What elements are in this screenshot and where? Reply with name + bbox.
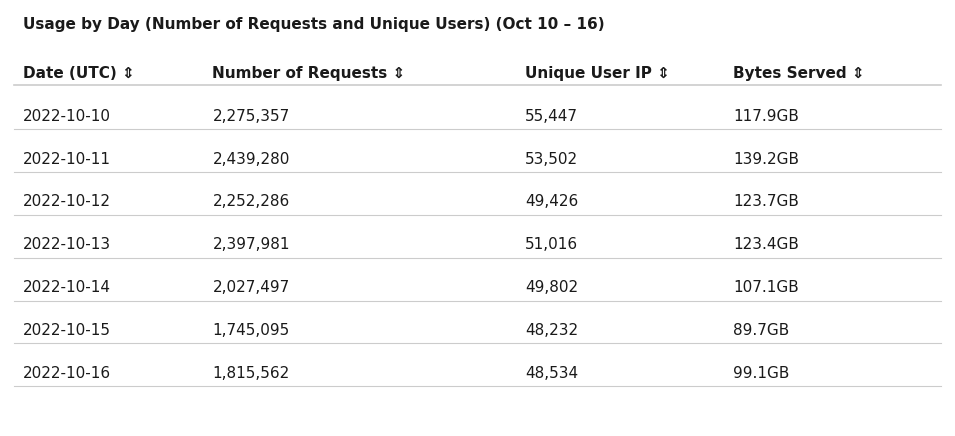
Text: 89.7GB: 89.7GB <box>733 323 790 338</box>
Text: 49,802: 49,802 <box>525 280 578 295</box>
Text: 2022-10-15: 2022-10-15 <box>23 323 111 338</box>
Text: 139.2GB: 139.2GB <box>733 152 799 167</box>
Text: 48,232: 48,232 <box>525 323 578 338</box>
Text: 2022-10-10: 2022-10-10 <box>23 109 111 124</box>
Text: 1,815,562: 1,815,562 <box>212 365 289 381</box>
Text: Number of Requests ⇕: Number of Requests ⇕ <box>212 66 406 81</box>
Text: Bytes Served ⇕: Bytes Served ⇕ <box>733 66 864 81</box>
Text: 2,027,497: 2,027,497 <box>212 280 289 295</box>
Text: 51,016: 51,016 <box>525 237 578 252</box>
Text: 2022-10-12: 2022-10-12 <box>23 194 111 209</box>
Text: 2022-10-16: 2022-10-16 <box>23 365 111 381</box>
Text: 117.9GB: 117.9GB <box>733 109 799 124</box>
Text: 2022-10-13: 2022-10-13 <box>23 237 111 252</box>
Text: Date (UTC) ⇕: Date (UTC) ⇕ <box>23 66 135 81</box>
Text: 55,447: 55,447 <box>525 109 578 124</box>
Text: 1,745,095: 1,745,095 <box>212 323 289 338</box>
Text: 2,252,286: 2,252,286 <box>212 194 289 209</box>
Text: 107.1GB: 107.1GB <box>733 280 798 295</box>
Text: 2022-10-11: 2022-10-11 <box>23 152 111 167</box>
Text: 53,502: 53,502 <box>525 152 578 167</box>
Text: 99.1GB: 99.1GB <box>733 365 790 381</box>
Text: 48,534: 48,534 <box>525 365 578 381</box>
Text: 123.4GB: 123.4GB <box>733 237 799 252</box>
Text: 123.7GB: 123.7GB <box>733 194 799 209</box>
Text: 2,275,357: 2,275,357 <box>212 109 289 124</box>
Text: 49,426: 49,426 <box>525 194 578 209</box>
Text: Unique User IP ⇕: Unique User IP ⇕ <box>525 66 669 81</box>
Text: Usage by Day (Number of Requests and Unique Users) (Oct 10 – 16): Usage by Day (Number of Requests and Uni… <box>23 17 605 32</box>
Text: 2,439,280: 2,439,280 <box>212 152 289 167</box>
Text: 2022-10-14: 2022-10-14 <box>23 280 111 295</box>
Text: 2,397,981: 2,397,981 <box>212 237 290 252</box>
